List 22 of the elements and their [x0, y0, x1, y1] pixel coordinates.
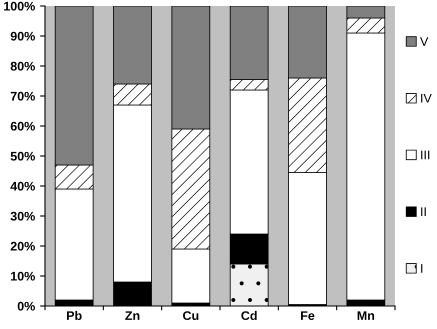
y-tick-label: 60%: [10, 122, 35, 131]
y-tick-label: 40%: [10, 182, 35, 191]
legend-label: V: [420, 37, 428, 46]
y-tick-label: 80%: [10, 62, 35, 71]
y-tick-label: 10%: [11, 272, 35, 281]
x-tick-label: Cd: [241, 310, 257, 320]
y-tick-label: 50%: [10, 152, 35, 161]
y-tick-label: 90%: [10, 32, 35, 41]
legend-label: II: [421, 207, 426, 216]
x-tick-label: Zn: [125, 311, 140, 320]
y-tick-label: 20%: [10, 242, 35, 251]
y-tick-label: 70%: [10, 92, 35, 101]
x-tick-label: Cu: [183, 311, 198, 320]
y-tick-label: 0%: [18, 302, 35, 311]
x-tick-label: Pb: [67, 310, 82, 320]
x-tick-label: Fe: [301, 311, 314, 320]
x-tick-label: Mn: [358, 311, 374, 320]
legend-label: III: [421, 150, 430, 160]
y-tick-label: 30%: [10, 212, 35, 221]
legend-label: IV: [421, 94, 432, 103]
legend-label: I: [421, 264, 422, 273]
y-tick-label: 100%: [4, 2, 35, 11]
